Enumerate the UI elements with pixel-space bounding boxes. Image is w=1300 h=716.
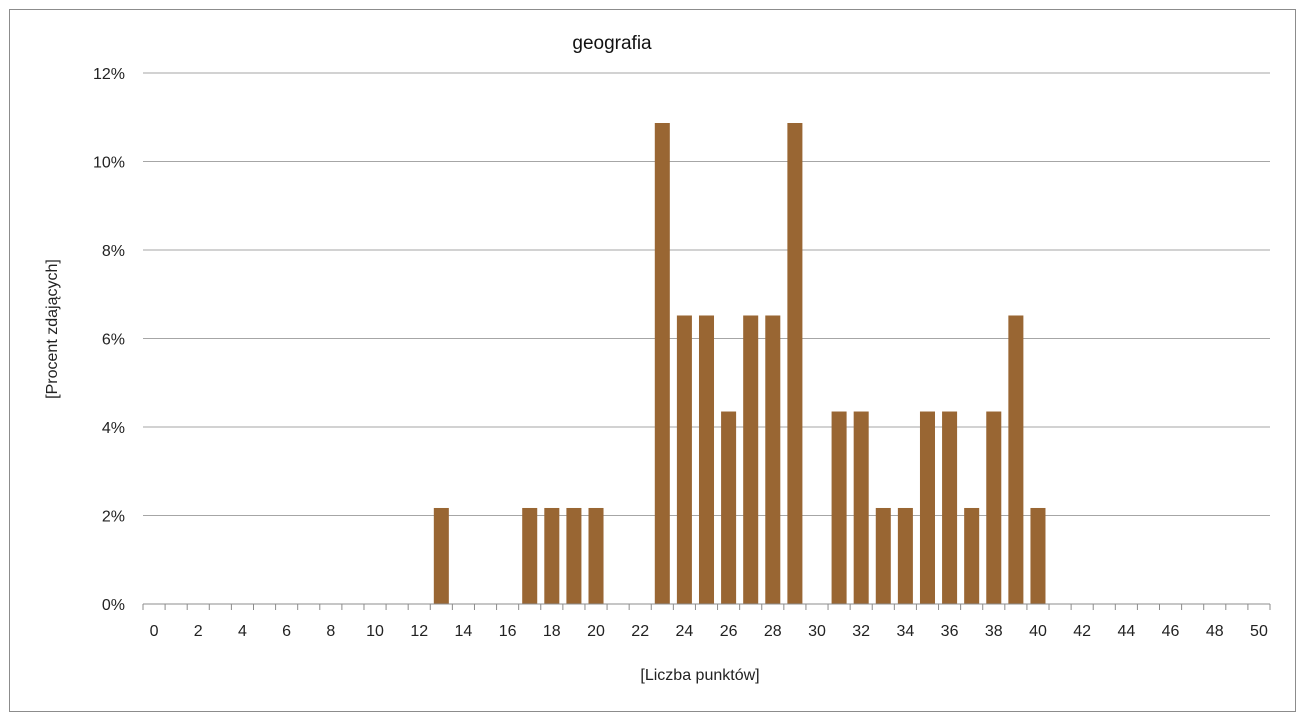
x-tick-label: 14 xyxy=(455,623,473,640)
y-tick-labels: 0% 2% 4% 6% 8% 10% 12% xyxy=(93,66,125,614)
bar-34 xyxy=(897,507,913,604)
x-tick-label: 34 xyxy=(896,623,914,640)
bar-40 xyxy=(1030,507,1046,604)
bar-23 xyxy=(654,123,670,604)
x-tick-label: 6 xyxy=(282,623,291,640)
bar-27 xyxy=(743,315,759,604)
bar-24 xyxy=(676,315,692,604)
x-tick-label: 50 xyxy=(1250,623,1268,640)
y-tick-label: 12% xyxy=(93,66,125,83)
x-tick-label: 26 xyxy=(720,623,738,640)
bar-32 xyxy=(853,411,869,604)
x-tick-label: 28 xyxy=(764,623,782,640)
x-tick-labels: 0 2 4 6 8 10 12 14 16 18 20 22 24 26 28 30 32 34 36 38 40 42 4… xyxy=(150,623,1268,640)
chart-frame xyxy=(9,9,1296,712)
y-tick-label: 4% xyxy=(102,420,125,437)
x-tick-label: 32 xyxy=(852,623,870,640)
bar-25 xyxy=(698,315,715,604)
y-tick-label: 10% xyxy=(93,155,125,172)
x-tick-label: 46 xyxy=(1162,623,1180,640)
y-tick-label: 8% xyxy=(102,243,125,260)
x-tick-label: 2 xyxy=(194,623,203,640)
y-tick-label: 2% xyxy=(102,509,125,526)
bar-17 xyxy=(522,507,538,604)
bar-29 xyxy=(787,123,803,604)
bars xyxy=(433,123,1046,604)
x-tick-label: 8 xyxy=(326,623,335,640)
x-tick-label: 42 xyxy=(1073,623,1091,640)
x-axis xyxy=(142,603,1271,610)
x-tick-label: 10 xyxy=(366,623,384,640)
x-tick-label: 38 xyxy=(985,623,1003,640)
bar-31 xyxy=(831,411,847,604)
x-tick-label: 36 xyxy=(941,623,959,640)
x-axis-title: [Liczba punktów] xyxy=(640,667,759,684)
x-tick-label: 44 xyxy=(1117,623,1135,640)
bar-26 xyxy=(721,411,737,604)
x-tick-label: 22 xyxy=(631,623,649,640)
bar-33 xyxy=(875,507,891,604)
chart-title: geografia xyxy=(572,33,652,54)
bar-18 xyxy=(544,507,560,604)
x-tick-label: 40 xyxy=(1029,623,1047,640)
x-tick-label: 20 xyxy=(587,623,605,640)
bar-39 xyxy=(1008,315,1024,604)
y-tick-label: 0% xyxy=(102,597,125,614)
x-tick-label: 24 xyxy=(676,623,694,640)
bar-28 xyxy=(765,315,781,604)
x-tick-label: 48 xyxy=(1206,623,1224,640)
bar-35 xyxy=(919,411,935,604)
bar-37 xyxy=(964,507,980,604)
x-tick-label: 0 xyxy=(150,623,159,640)
x-tick-label: 30 xyxy=(808,623,826,640)
bar-19 xyxy=(566,507,582,604)
gridlines xyxy=(143,72,1270,516)
x-tick-label: 16 xyxy=(499,623,517,640)
x-tick-label: 18 xyxy=(543,623,561,640)
x-tick-label: 4 xyxy=(238,623,247,640)
bar-36 xyxy=(942,411,958,604)
x-tick-label: 12 xyxy=(410,623,428,640)
bar-20 xyxy=(588,507,604,604)
y-tick-label: 6% xyxy=(102,332,125,349)
bar-38 xyxy=(986,411,1002,604)
y-axis-title: [Procent zdających] xyxy=(44,259,61,399)
bar-13 xyxy=(433,507,449,604)
